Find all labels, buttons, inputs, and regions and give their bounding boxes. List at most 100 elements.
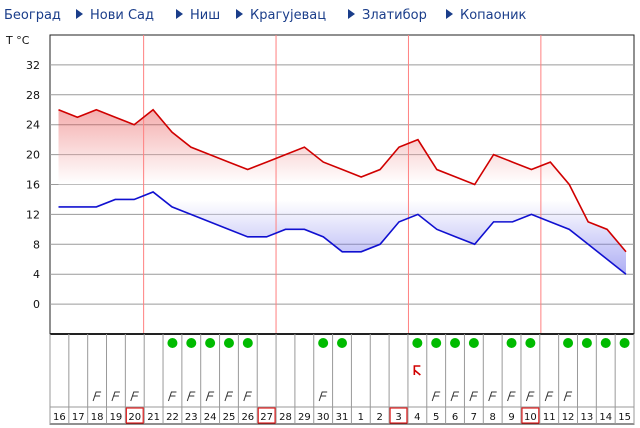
x-tick-label: 17 [72, 412, 85, 423]
nav-link-label: Ниш [190, 8, 221, 23]
x-tick-label: 15 [618, 412, 631, 423]
arrow-right-icon [348, 9, 355, 19]
sun-dot-icon [186, 338, 197, 348]
x-tick-label: 31 [336, 412, 349, 423]
y-tick-label: 32 [26, 59, 40, 72]
x-tick-label: 9 [508, 412, 514, 423]
nav-link-city[interactable]: Златибор [348, 8, 427, 24]
x-tick-label: 21 [147, 412, 160, 423]
y-tick-label: 20 [26, 149, 40, 162]
arrow-right-icon [446, 9, 453, 19]
x-tick-label: 8 [490, 412, 496, 423]
sun-dot-icon [450, 338, 461, 348]
wind-flags-icon [525, 391, 535, 402]
nav-link-label: Крагујевац [250, 8, 327, 23]
x-tick-label: 14 [599, 412, 612, 423]
x-tick-label: 16 [53, 412, 66, 423]
x-tick-label: 20 [128, 412, 141, 423]
x-tick-label: 4 [414, 412, 420, 423]
wind-flags-icon [563, 391, 573, 402]
x-tick-label: 30 [317, 412, 330, 423]
wind-flags-icon [167, 391, 177, 402]
wind-flags-icon [488, 391, 497, 402]
x-tick-label: 7 [471, 412, 477, 423]
x-tick-label: 23 [185, 412, 198, 423]
y-tick-label: 12 [26, 208, 40, 221]
wind-flags-icon [224, 391, 233, 402]
sun-dot-icon [167, 338, 178, 348]
wind-flags-icon [544, 391, 554, 402]
wind-flags-icon [205, 391, 215, 402]
x-tick-label: 19 [110, 412, 123, 423]
x-tick-label: 18 [91, 412, 104, 423]
x-tick-label: 22 [166, 412, 179, 423]
x-tick-label: 26 [241, 412, 254, 423]
highlight-day-box [125, 407, 144, 424]
sun-dot-icon [563, 338, 574, 348]
nav-link-city[interactable]: Копаоник [446, 8, 526, 24]
x-tick-label: 13 [581, 412, 594, 423]
sun-dot-icon [581, 338, 592, 348]
sun-dot-icon [318, 338, 329, 348]
sun-dot-icon [506, 338, 517, 348]
x-tick-label: 1 [358, 412, 364, 423]
arrow-right-icon [176, 9, 183, 19]
x-tick-label: 6 [452, 412, 458, 423]
y-tick-label: 4 [33, 268, 40, 281]
sun-dot-icon [242, 338, 253, 348]
wind-flags-icon [450, 391, 460, 402]
sun-dot-icon [205, 338, 216, 348]
highlight-day-box [521, 407, 540, 424]
x-tick-label: 5 [433, 412, 439, 423]
nav-link-city[interactable]: Ниш [176, 8, 220, 24]
nav-link-label: Нови Сад [90, 8, 155, 23]
x-tick-label: 25 [223, 412, 236, 423]
sun-dot-icon [525, 338, 536, 348]
sun-dot-icon [619, 338, 630, 348]
arrow-right-icon [236, 9, 243, 19]
wind-flags-icon [111, 391, 120, 402]
wind-flags-icon [186, 391, 196, 402]
x-tick-label: 29 [298, 412, 311, 423]
y-axis-label: T °C [5, 34, 30, 47]
x-tick-label: 12 [562, 412, 575, 423]
wind-flags-icon [243, 391, 252, 402]
sun-dot-icon [412, 338, 423, 348]
wind-flags-icon [469, 391, 478, 402]
arrow-right-icon [76, 9, 83, 19]
wind-flags-icon [318, 391, 328, 402]
max-temp-line [58, 108, 627, 253]
city-nav: Београд Нови Сад Ниш Крагујевац Златибор… [0, 0, 640, 30]
x-tick-label: 3 [395, 412, 401, 423]
wind-change-icon [413, 365, 421, 376]
wind-flags-icon [507, 391, 516, 402]
highlight-day-box [257, 407, 276, 424]
x-tick-label: 27 [260, 412, 273, 423]
sun-dot-icon [223, 338, 234, 348]
nav-link-label: Златибор [362, 8, 427, 23]
highlight-day-box [389, 407, 408, 424]
sun-dot-icon [468, 338, 479, 348]
x-tick-label: 10 [524, 412, 537, 423]
x-tick-label: 2 [376, 412, 382, 423]
nav-link-city[interactable]: Крагујевац [236, 8, 326, 24]
min-temp-line [58, 191, 627, 275]
y-tick-label: 24 [26, 119, 40, 132]
nav-link-city[interactable]: Београд [4, 8, 61, 24]
y-tick-label: 16 [26, 179, 40, 192]
nav-link-label: Београд [4, 8, 61, 23]
y-tick-label: 0 [33, 298, 40, 311]
nav-link-label: Копаоник [460, 8, 527, 23]
wind-flags-icon [92, 391, 102, 402]
x-tick-label: 11 [543, 412, 556, 423]
y-tick-label: 8 [33, 238, 40, 251]
sun-dot-icon [431, 338, 442, 348]
y-tick-label: 28 [26, 89, 40, 102]
x-tick-label: 28 [279, 412, 292, 423]
sun-dot-icon [337, 338, 347, 348]
wind-flags-icon [130, 391, 139, 402]
x-tick-label: 24 [204, 412, 217, 423]
nav-link-city[interactable]: Нови Сад [76, 8, 154, 24]
sun-dot-icon [600, 338, 611, 348]
